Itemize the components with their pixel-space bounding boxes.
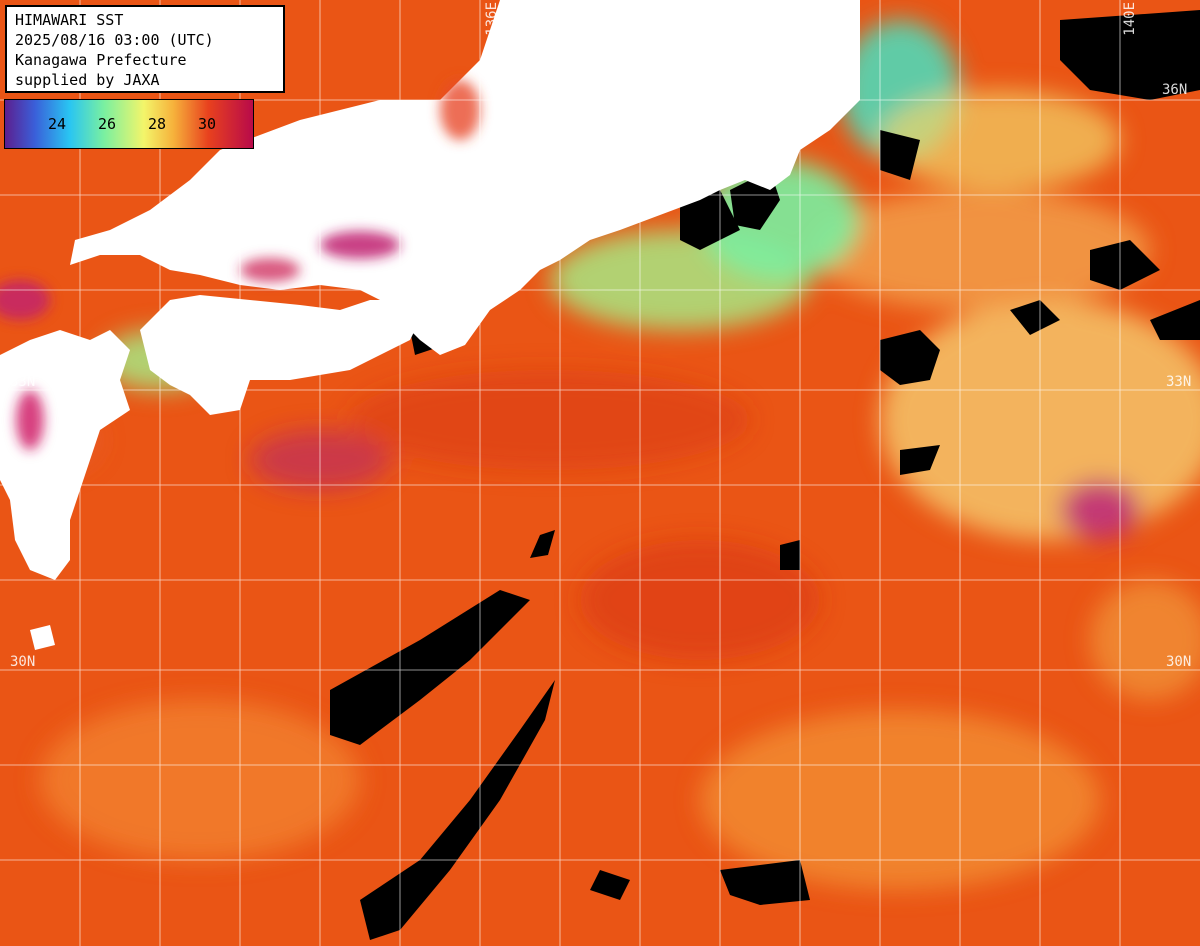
data-source: supplied by JAXA — [15, 71, 160, 89]
longitude-label-136e: 136E — [484, 2, 500, 36]
latitude-label-30n-right: 30N — [1166, 654, 1192, 670]
legend-tick-28: 28 — [148, 115, 167, 133]
legend-tick-30: 30 — [198, 115, 217, 133]
legend-tick-24: 24 — [48, 115, 67, 133]
product-name: HIMAWARI SST — [15, 11, 124, 29]
issuer: Kanagawa Prefecture — [15, 51, 187, 69]
observation-time: 2025/08/16 03:00 (UTC) — [15, 31, 214, 49]
title-box: HIMAWARI SST 2025/08/16 03:00 (UTC) Kana… — [5, 5, 285, 93]
coastal-accents — [0, 80, 480, 450]
latitude-label-36n: 36N — [1162, 82, 1188, 98]
legend-tick-26: 26 — [98, 115, 117, 133]
latitude-label-33n-left: 33N — [10, 374, 36, 390]
temperature-color-scale: 24 26 28 30 — [4, 99, 254, 149]
latitude-label-33n-right: 33N — [1166, 374, 1192, 390]
latitude-label-30n-left: 30N — [10, 654, 36, 670]
longitude-label-140e: 140E — [1122, 2, 1138, 36]
